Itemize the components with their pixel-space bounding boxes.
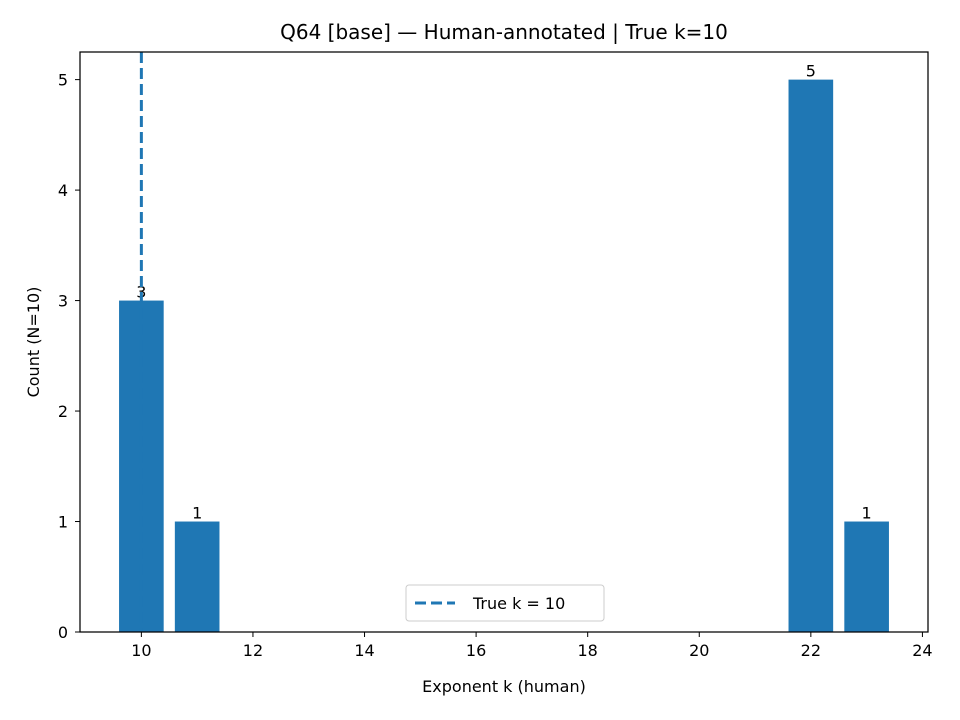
x-tick-label: 20 bbox=[689, 641, 709, 660]
y-tick-label: 2 bbox=[58, 402, 68, 421]
data-label-k-11: 1 bbox=[192, 504, 202, 523]
x-tick-label: 12 bbox=[243, 641, 263, 660]
y-axis-label: Count (N=10) bbox=[24, 287, 43, 398]
y-tick-label: 4 bbox=[58, 181, 68, 200]
bar-k-10 bbox=[119, 300, 164, 632]
legend-entry-true-k: True k = 10 bbox=[472, 594, 565, 613]
x-tick-label: 22 bbox=[801, 641, 821, 660]
legend: True k = 10 bbox=[405, 584, 605, 622]
x-tick-label: 18 bbox=[578, 641, 598, 660]
y-tick-label: 3 bbox=[58, 292, 68, 311]
bars-group bbox=[119, 79, 889, 633]
data-label-k-22: 5 bbox=[806, 62, 816, 81]
y-tick-label: 1 bbox=[58, 513, 68, 532]
x-tick-label: 24 bbox=[912, 641, 932, 660]
data-label-k-23: 1 bbox=[862, 504, 872, 523]
plot-frame bbox=[79, 51, 929, 633]
bar-k-11 bbox=[174, 521, 220, 632]
y-tick-label: 0 bbox=[58, 623, 68, 642]
x-tick-label: 16 bbox=[466, 641, 486, 660]
bar-k-23 bbox=[844, 521, 889, 632]
x-axis-ticks: 10 12 14 16 18 20 22 24 bbox=[131, 632, 933, 660]
x-tick-label: 10 bbox=[131, 641, 151, 660]
x-tick-label: 14 bbox=[354, 641, 374, 660]
x-axis-label: Exponent k (human) bbox=[422, 677, 586, 696]
y-tick-label: 5 bbox=[58, 71, 68, 90]
bar-k-22 bbox=[788, 79, 834, 633]
chart-title: Q64 [base] — Human-annotated | True k=10 bbox=[280, 20, 728, 44]
data-labels-group: 3151 bbox=[136, 62, 871, 523]
y-axis-ticks: 0 1 2 3 4 5 bbox=[58, 71, 80, 642]
legend-box bbox=[405, 584, 605, 622]
